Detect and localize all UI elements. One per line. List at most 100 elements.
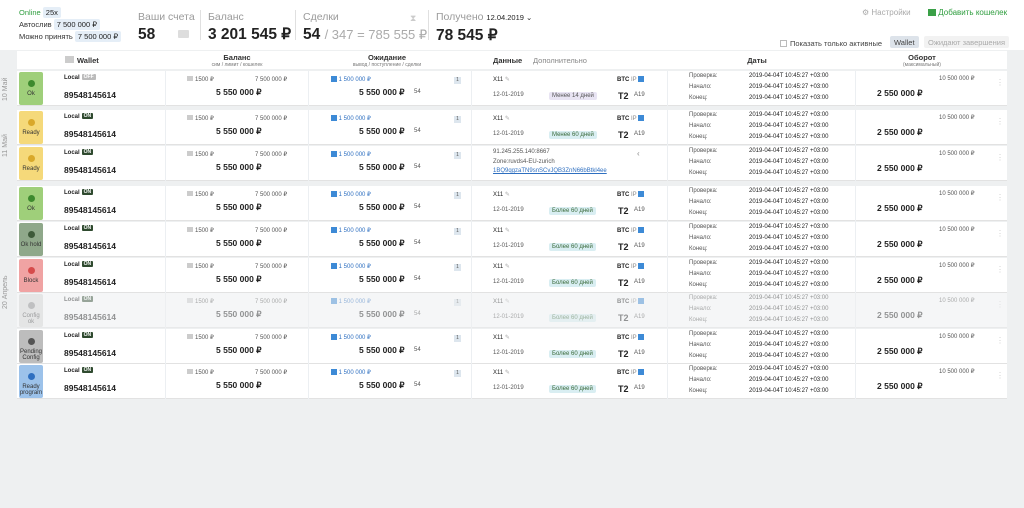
- table-row[interactable]: Ok Local OFF 89548145614 1500 ₽ 7 500 000…: [17, 71, 1007, 106]
- limit: 7 500 000 ₽: [255, 116, 288, 122]
- end-date: 2019-04-04T 10:45:27 +03:00: [749, 170, 829, 176]
- status-badge: Ok hold: [19, 223, 43, 256]
- age-badge: Более 60 дней: [549, 279, 596, 287]
- edit-icon[interactable]: ✎: [504, 299, 510, 305]
- local-toggle[interactable]: ON: [81, 332, 94, 338]
- deals-count: 54: [414, 240, 421, 246]
- phone-number: 89548145614: [64, 90, 117, 100]
- edit-icon[interactable]: ✎: [504, 264, 510, 270]
- row-menu-icon[interactable]: ⋮: [996, 300, 1004, 309]
- end-date: 2019-04-04T 10:45:27 +03:00: [749, 388, 829, 394]
- withdraw-link[interactable]: 1 500 000 ₽: [331, 263, 371, 270]
- row-menu-icon[interactable]: ⋮: [996, 78, 1004, 87]
- arrow-icon: [331, 151, 337, 157]
- waiting-total: 5 550 000 ₽: [359, 202, 405, 212]
- row-menu-icon[interactable]: ⋮: [996, 229, 1004, 238]
- status-dot-icon: [27, 195, 35, 202]
- only-active-checkbox[interactable]: Показать только активные: [780, 39, 882, 48]
- row-menu-icon[interactable]: ⋮: [996, 153, 1004, 162]
- withdraw-link[interactable]: 1 500 000 ₽: [331, 115, 371, 122]
- turnover-max: 10 500 000 ₽: [939, 369, 975, 375]
- data-date: 12-01-2019: [493, 207, 524, 213]
- withdraw-link[interactable]: 1 500 000 ₽: [331, 191, 371, 198]
- wallet-toggle[interactable]: Wallet: [890, 36, 919, 48]
- table-row[interactable]: Ok hold Local ON 89548145614 1500 ₽ 7 500…: [17, 222, 1007, 257]
- edit-icon[interactable]: ✎: [504, 335, 510, 341]
- row-menu-icon[interactable]: ⋮: [996, 371, 1004, 380]
- table-row[interactable]: Ready program Local ON 89548145614 1500 ₽…: [17, 364, 1007, 399]
- local-toggle[interactable]: ON: [81, 367, 94, 373]
- settings-button[interactable]: ⚙ Настройки: [862, 8, 911, 17]
- edit-icon[interactable]: ✎: [504, 116, 510, 122]
- arrow-icon: [331, 191, 337, 197]
- local-label: Local ON: [64, 149, 94, 156]
- row-menu-icon[interactable]: ⋮: [996, 336, 1004, 345]
- phone-number: 89548145614: [64, 165, 117, 175]
- local-toggle[interactable]: ON: [81, 225, 94, 231]
- start-date: 2019-04-04T 10:45:27 +03:00: [749, 84, 829, 90]
- withdraw-link[interactable]: 1 500 000 ₽: [331, 298, 371, 305]
- status-badge: Block: [19, 259, 43, 292]
- edit-icon[interactable]: ✎: [504, 228, 510, 234]
- received-date-select[interactable]: 12.04.2019 ⌄: [486, 13, 533, 22]
- edit-icon[interactable]: ✎: [504, 370, 510, 376]
- table-row[interactable]: Ready Local ON 89548145614 1500 ₽ 7 500 0…: [17, 146, 1007, 181]
- withdraw-link[interactable]: 1 500 000 ₽: [331, 151, 371, 158]
- withdraw-link[interactable]: 1 500 000 ₽: [331, 227, 371, 234]
- local-toggle[interactable]: ON: [81, 149, 94, 155]
- row-menu-icon[interactable]: ⋮: [996, 193, 1004, 202]
- edit-icon[interactable]: ✎: [504, 77, 510, 83]
- limit: 7 500 000 ₽: [255, 192, 288, 198]
- add-wallet-button[interactable]: Добавить кошелек: [928, 8, 1007, 17]
- local-label: Local OFF: [64, 74, 96, 81]
- group-label: 20 Апрель: [2, 275, 9, 309]
- ip-icon: [638, 115, 645, 121]
- table-row[interactable]: Ok Local ON 89548145614 1500 ₽ 7 500 000 …: [17, 186, 1007, 221]
- ip-icon: [638, 334, 645, 340]
- local-toggle[interactable]: ON: [81, 189, 94, 195]
- ip-icon: [638, 227, 645, 233]
- chevron-left-icon[interactable]: ‹: [637, 149, 640, 158]
- local-toggle[interactable]: ON: [81, 113, 94, 119]
- check-date: 2019-04-04T 10:45:27 +03:00: [749, 188, 829, 194]
- btc-address-link[interactable]: 1BQ9qgzaTN9snSCvJQB3ZnN66bBtkl4ee: [493, 168, 607, 174]
- table-row[interactable]: Pending Config Local ON 89548145614 1500 …: [17, 329, 1007, 364]
- data-date: 12-01-2019: [493, 131, 524, 137]
- local-toggle[interactable]: ON: [81, 261, 94, 267]
- status-dot-icon: [27, 119, 35, 126]
- group-label: 10 Май: [2, 77, 9, 101]
- local-toggle[interactable]: OFF: [81, 74, 96, 80]
- withdraw-link[interactable]: 1 500 000 ₽: [331, 334, 371, 341]
- status-dot-icon: [27, 302, 35, 309]
- btc-label: BTC IP: [617, 115, 645, 122]
- wallet-balance: 5 550 000 ₽: [216, 162, 262, 172]
- chevron-down-icon: ⌄: [526, 13, 533, 22]
- row-menu-icon[interactable]: ⋮: [996, 117, 1004, 126]
- withdraw-link[interactable]: 1 500 000 ₽: [331, 76, 371, 83]
- x-code: X11 ✎: [493, 299, 510, 305]
- row-menu-icon[interactable]: ⋮: [996, 265, 1004, 274]
- edit-icon[interactable]: ✎: [504, 192, 510, 198]
- table-row[interactable]: Config ok Local ON 89548145614 1500 ₽ 7 5…: [17, 293, 1007, 328]
- age-badge: Более 60 дней: [549, 207, 596, 215]
- deals-count: 54: [414, 311, 421, 317]
- phone-number: 89548145614: [64, 205, 117, 215]
- data-date: 12-01-2019: [493, 314, 524, 320]
- arrow-icon: [331, 334, 337, 340]
- phone-number: 89548145614: [64, 348, 117, 358]
- waiting-toggle[interactable]: Ожидают завершения: [924, 36, 1009, 48]
- zone: Zone:ruvds4-EU-zurich: [493, 159, 555, 165]
- turnover: 2 550 000 ₽: [877, 239, 923, 249]
- table-row[interactable]: Block Local ON 89548145614 1500 ₽ 7 500 0…: [17, 258, 1007, 293]
- limit: 7 500 000 ₽: [255, 228, 288, 234]
- table-row[interactable]: Ready Local ON 89548145614 1500 ₽ 7 500 0…: [17, 110, 1007, 145]
- local-toggle[interactable]: ON: [81, 296, 94, 302]
- sim-icon: [187, 191, 193, 196]
- deal-count-box: 1: [454, 369, 461, 377]
- age-badge: Более 60 дней: [549, 350, 596, 358]
- turnover-max: 10 500 000 ₽: [939, 191, 975, 197]
- waiting-total: 5 550 000 ₽: [359, 162, 405, 172]
- withdraw-link[interactable]: 1 500 000 ₽: [331, 369, 371, 376]
- a-code: A19: [634, 207, 645, 213]
- data-date: 12-01-2019: [493, 385, 524, 391]
